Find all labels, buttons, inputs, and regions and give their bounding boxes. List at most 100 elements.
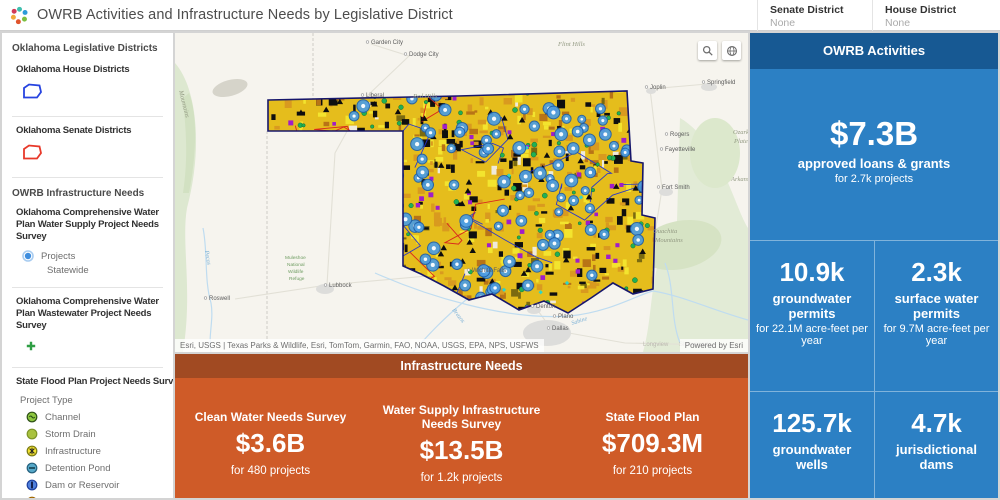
basemap: Garden City Dodge City Liberal Joplin Spring…	[175, 33, 748, 352]
map-label: Muleshoe	[285, 255, 306, 261]
layer-water-supply-survey: Oklahoma Comprehensive Water Plan Water …	[16, 207, 159, 242]
map-search-button[interactable]	[698, 41, 717, 60]
project-type-item: Channel	[26, 411, 163, 423]
detention-pond-marker-icon	[26, 462, 38, 474]
owrb-activities-title: OWRB Activities	[750, 33, 998, 69]
map-label: Mountains	[654, 237, 683, 244]
storm-drain-marker-icon	[26, 428, 38, 440]
map-basemap-button[interactable]	[722, 41, 741, 60]
section-legislative-districts: Oklahoma Legislative Districts	[12, 43, 158, 54]
owrb-activities-panel: OWRB Activities $7.3B approved loans & g…	[750, 33, 998, 498]
map-label: Fayetteville	[665, 147, 696, 153]
senate-district-selector[interactable]: Senate District None	[757, 0, 871, 31]
map-label: Springfield	[707, 80, 735, 86]
lake	[212, 78, 248, 98]
stat-value: $13.5B	[419, 434, 504, 465]
map-label: Flint Hills	[557, 41, 585, 48]
stat-clean-water: Clean Water Needs Survey $3.6B for 480 p…	[175, 378, 366, 498]
layer-wastewater-survey: Oklahoma Comprehensive Water Plan Wastew…	[16, 296, 159, 331]
map-label: Denton	[536, 304, 555, 310]
map-label: Rogers	[670, 132, 689, 138]
house-district-polygon-icon	[23, 83, 42, 99]
stat-sub: for 2.7k projects	[834, 173, 914, 185]
stat-sub: for 22.1M acre-feet per year	[756, 323, 868, 347]
map-canvas[interactable]: Garden City Dodge City Liberal Joplin Spring…	[175, 33, 748, 352]
house-district-label: House District	[885, 4, 957, 16]
stat-sub: for 210 projects	[612, 464, 693, 477]
stat-value: $7.3B	[829, 115, 919, 152]
map-label: Red Hills	[412, 93, 438, 100]
oklahoma-state-outline	[267, 90, 656, 314]
project-type-label: Storm Drain	[45, 428, 96, 440]
stat-approved-loans: $7.3B approved loans & grants for 2.7k p…	[750, 69, 998, 240]
stat-title: Water Supply Infrastructure Needs Survey	[382, 402, 541, 431]
page-title: OWRB Activities and Infrastructure Needs…	[37, 7, 453, 23]
senate-district-label: Senate District	[770, 4, 844, 16]
project-type-item: Storm Drain	[26, 428, 163, 440]
project-type-group-label: Project Type	[20, 395, 73, 406]
layer-senate-districts: Oklahoma Senate Districts	[16, 125, 132, 136]
owrb-logo-icon	[10, 6, 28, 25]
map-label: Ouachita	[653, 228, 677, 235]
project-type-label: Dam or Reservoir	[45, 479, 120, 491]
flood-walls-marker-icon	[28, 496, 36, 498]
map-label: Longview	[643, 342, 669, 348]
stat-water-supply: Water Supply Infrastructure Needs Survey…	[366, 378, 557, 498]
infrastructure-needs-title: Infrastructure Needs	[175, 354, 748, 378]
map-label: Ozark	[733, 129, 748, 136]
legend-sidebar[interactable]: Oklahoma Legislative Districts Oklahoma …	[2, 33, 173, 498]
map-label: Fort Smith	[662, 185, 690, 191]
project-type-label: Channel	[45, 411, 81, 423]
stat-jurisdictional-dams: 4.7k jurisdictional dams	[874, 392, 998, 498]
powered-by-esri-link[interactable]: Powered by Esri	[679, 339, 748, 352]
map-label: National	[287, 262, 305, 268]
oklahoma-data-points	[268, 91, 655, 313]
project-type-item: Infrastructure	[26, 445, 163, 457]
stat-label: approved loans & grants	[797, 156, 951, 171]
project-type-item: Detention Pond	[26, 462, 163, 474]
senate-district-value[interactable]: None	[770, 17, 796, 29]
stat-label: groundwater wells	[772, 442, 852, 472]
stat-label: surface water permits	[894, 291, 979, 321]
wastewater-plus-icon	[26, 341, 36, 351]
map-toolbar	[698, 41, 741, 60]
project-type-legend: Channel Storm Drain Infrastructure Detentio…	[12, 411, 163, 498]
map-label: Refuge	[289, 276, 305, 282]
map-label: Wildlife	[288, 269, 304, 275]
statewide-legend-label: Statewide	[47, 265, 89, 276]
map-label: Roswell	[209, 296, 230, 302]
channel-marker-icon	[26, 411, 38, 423]
infrastructure-needs-panel: Infrastructure Needs Clean Water Needs S…	[175, 354, 748, 498]
layer-state-flood-plan-survey: State Flood Plan Project Needs Survey	[16, 376, 173, 387]
map-label: Brazos	[450, 308, 465, 325]
stat-groundwater-permits: 10.9k groundwater permits for 22.1M acre…	[750, 241, 874, 391]
map-label: Pecos	[203, 249, 212, 266]
stat-sub: for 480 projects	[230, 464, 311, 477]
stat-value: 4.7k	[911, 408, 962, 438]
house-district-selector[interactable]: House District None	[872, 0, 1000, 31]
house-district-value[interactable]: None	[885, 17, 911, 29]
stat-label: groundwater permits	[772, 291, 852, 321]
map-label: Plano	[558, 314, 574, 320]
stat-value: 2.3k	[911, 257, 962, 287]
map-label: Joplin	[650, 85, 666, 91]
project-type-item: Flood Walls and Levees	[26, 496, 163, 498]
stat-value: 10.9k	[779, 257, 845, 287]
project-type-label: Flood Walls and Levees	[45, 497, 146, 499]
map-label: Garden City	[371, 40, 403, 46]
project-type-item: Dam or Reservoir	[26, 479, 163, 491]
layer-house-districts: Oklahoma House Districts	[16, 64, 130, 75]
search-icon	[702, 45, 713, 56]
map-label: Lubbock	[329, 283, 353, 289]
map-label: Liberal	[366, 93, 384, 99]
stat-value: $3.6B	[235, 427, 306, 458]
stat-title: State Flood Plan	[605, 409, 700, 424]
stat-sub: for 1.2k projects	[420, 471, 503, 484]
stat-value: $709.3M	[601, 427, 704, 458]
projects-point-icon	[22, 250, 34, 262]
stat-value: 125.7k	[772, 408, 852, 438]
map-label: Plateau	[733, 138, 748, 145]
stat-surface-water-permits: 2.3k surface water permits for 9.7M acre…	[874, 241, 998, 391]
app-header: OWRB Activities and Infrastructure Needs…	[0, 0, 1000, 31]
globe-icon	[726, 45, 737, 56]
